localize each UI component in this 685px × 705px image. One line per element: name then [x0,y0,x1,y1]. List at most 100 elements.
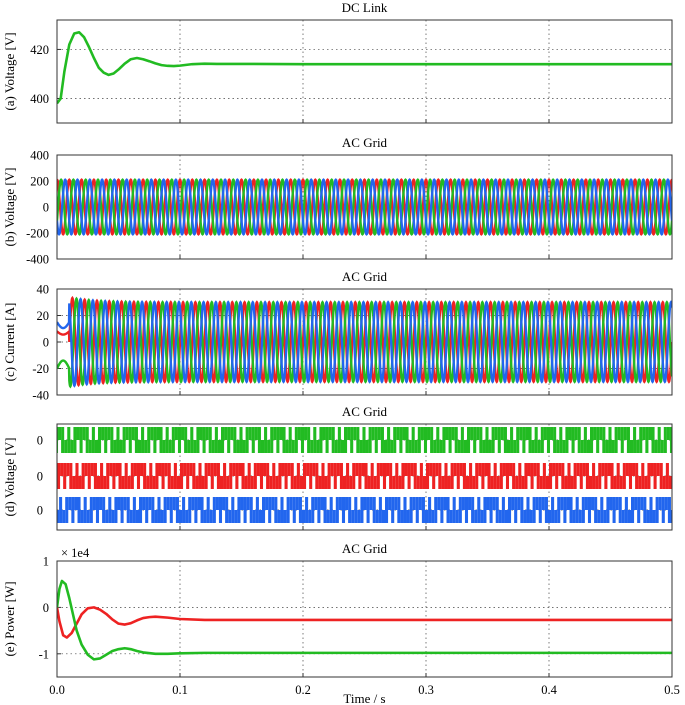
y-tick-label: 420 [30,43,49,57]
panel-title: AC Grid [342,404,388,419]
pwm-pulse [233,427,237,453]
pwm-pulse [387,427,391,453]
pwm-pulse [491,427,495,453]
pwm-pulse [331,427,335,453]
pwm-pulse [502,463,506,476]
pwm-pulse [396,427,400,440]
pwm-pulse [417,427,421,453]
x-tick-label: 0.2 [295,683,311,697]
pwm-pulse [218,497,223,523]
pwm-pulse [634,497,638,510]
pwm-pulse [327,463,331,489]
pwm-pulse [622,463,626,489]
y-tick-label: -1 [39,647,49,661]
pwm-pulse [207,463,211,476]
pwm-pulse [156,427,160,440]
pwm-pulse [629,440,634,453]
pwm-pulse [344,427,348,453]
pwm-pulse [368,427,372,453]
pwm-pulse [129,510,133,523]
pwm-pulse [524,463,528,489]
pwm-pulse [458,497,462,523]
pwm-pulse [481,463,485,489]
pwm-pulse [183,463,187,476]
pwm-pulse [465,476,470,489]
pwm-pulse [369,497,373,510]
pwm-pulse [69,463,73,489]
pwm-pulse [214,427,218,453]
pwm-pulse [198,463,202,489]
x-tick-label: 0.0 [49,683,65,697]
pwm-pulse [57,427,59,453]
pwm-pulse [307,427,311,453]
pwm-pulse [503,427,507,453]
pwm-pulse [150,427,154,440]
pwm-pulse [158,463,162,476]
pwm-pulse [487,463,491,489]
pwm-pulse [409,497,413,523]
pwm-pulse [452,497,456,523]
pwm-pulse [522,427,526,453]
pwm-pulse [67,427,71,453]
pwm-pulse [567,463,571,489]
pwm-pulse [353,427,357,440]
x-axis-label: Time / s [343,691,385,705]
pwm-pulse [159,427,163,453]
plot-frame [56,423,673,531]
pwm-pulse [398,476,402,489]
pwm-pulse [607,463,611,476]
pwm-pulse [523,510,527,523]
pwm-pulse [335,497,339,523]
pwm-pulse [308,510,312,523]
y-tick-label: 0 [43,201,49,215]
pwm-pulse [190,427,194,453]
y-tick-label: 0 [37,504,43,518]
pwm-pulse [202,427,206,453]
pwm-pulse [680,497,683,523]
pwm-pulse [617,427,621,440]
panel-title: AC Grid [342,269,388,284]
pwm-pulse [356,427,360,453]
pwm-pulse [263,463,267,476]
pwm-pulse [323,497,327,523]
pwm-pulse [172,497,176,510]
pwm-pulse [527,463,531,476]
series-line [57,579,672,661]
pwm-pulse [609,497,613,510]
pwm-pulse [89,497,93,523]
pwm-pulse [82,427,86,440]
pwm-pulse [154,510,158,523]
pwm-pulse [433,440,437,453]
pwm-pulse [337,427,341,453]
pwm-pulse [222,497,226,510]
pwm-pulse [169,497,173,523]
pwm-pulse [340,440,344,453]
pwm-pulse [365,440,369,453]
pwm-pulse [651,427,655,453]
pwm-pulse [68,497,72,510]
pwm-pulse [109,463,113,476]
pwm-pulse [488,440,492,453]
pwm-pulse [61,427,65,453]
pwm-pulse [467,427,471,453]
pwm-pulse [410,463,414,476]
panel-d: AC Grid 0 0 0 (d) Voltage [V] [2,404,683,531]
pwm-pulse [529,510,533,523]
pwm-pulse [611,440,615,453]
pwm-pulse [275,476,279,489]
pwm-pulse [613,476,617,489]
series-pwm [57,463,672,489]
pwm-pulse [251,427,255,453]
pwm-pulse [393,427,397,453]
pwm-pulse [421,497,425,523]
pwm-pulse [404,463,408,476]
pwm-pulse [238,463,242,476]
pwm-pulse [225,497,229,523]
pwm-pulse [423,427,428,453]
pwm-pulse [422,476,426,489]
pwm-pulse [631,497,635,523]
pwm-pulse [648,427,652,440]
pwm-pulse [656,463,660,476]
pwm-pulse [461,497,465,510]
pwm-pulse [66,463,70,476]
